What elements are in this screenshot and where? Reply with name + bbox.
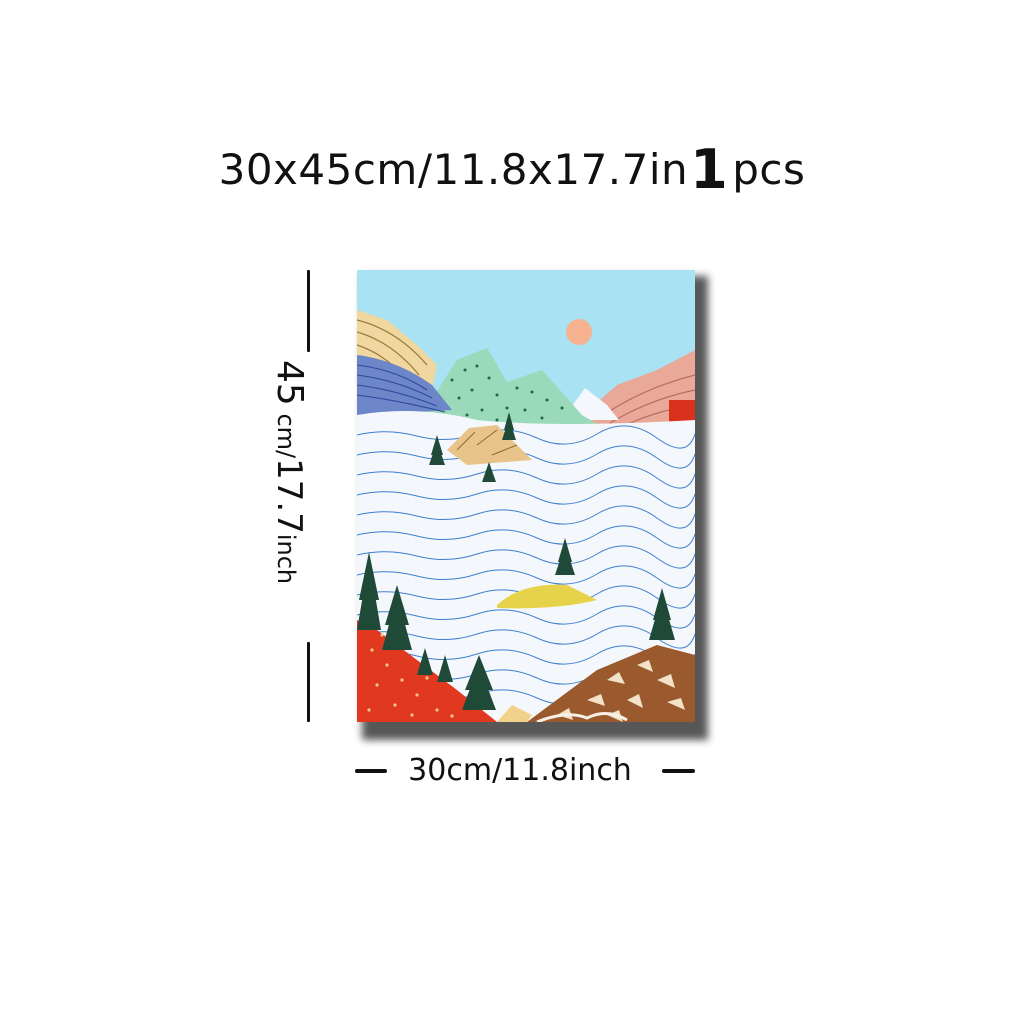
height-inch-unit: inch bbox=[272, 533, 300, 585]
height-inch-value: 17.7 bbox=[269, 458, 309, 534]
width-dimension-line-left bbox=[355, 769, 387, 773]
quantity-unit: pcs bbox=[732, 145, 806, 194]
height-dimension-line-top bbox=[307, 270, 310, 352]
height-unit-cm: cm/ bbox=[272, 413, 300, 459]
height-dimension-line-bottom bbox=[307, 642, 310, 722]
width-dimension-label: 30cm/11.8inch bbox=[408, 753, 632, 788]
width-dimension-line-right bbox=[662, 769, 695, 773]
quantity-number: 1 bbox=[690, 138, 729, 201]
cloud-sea bbox=[357, 411, 695, 722]
height-dimension-label: 45 cm/17.7inch bbox=[269, 360, 330, 620]
sun bbox=[566, 319, 592, 345]
height-value: 45 bbox=[269, 360, 310, 406]
canvas-artwork bbox=[357, 270, 695, 722]
green-mountain bbox=[412, 348, 607, 430]
yellow-island bbox=[497, 584, 597, 609]
size-text: 30x45cm/11.8x17.7in bbox=[218, 145, 689, 194]
brown-hill bbox=[527, 645, 695, 722]
product-size-title: 30x45cm/11.8x17.7in1pcs bbox=[0, 138, 1024, 201]
landscape-illustration bbox=[357, 270, 695, 722]
